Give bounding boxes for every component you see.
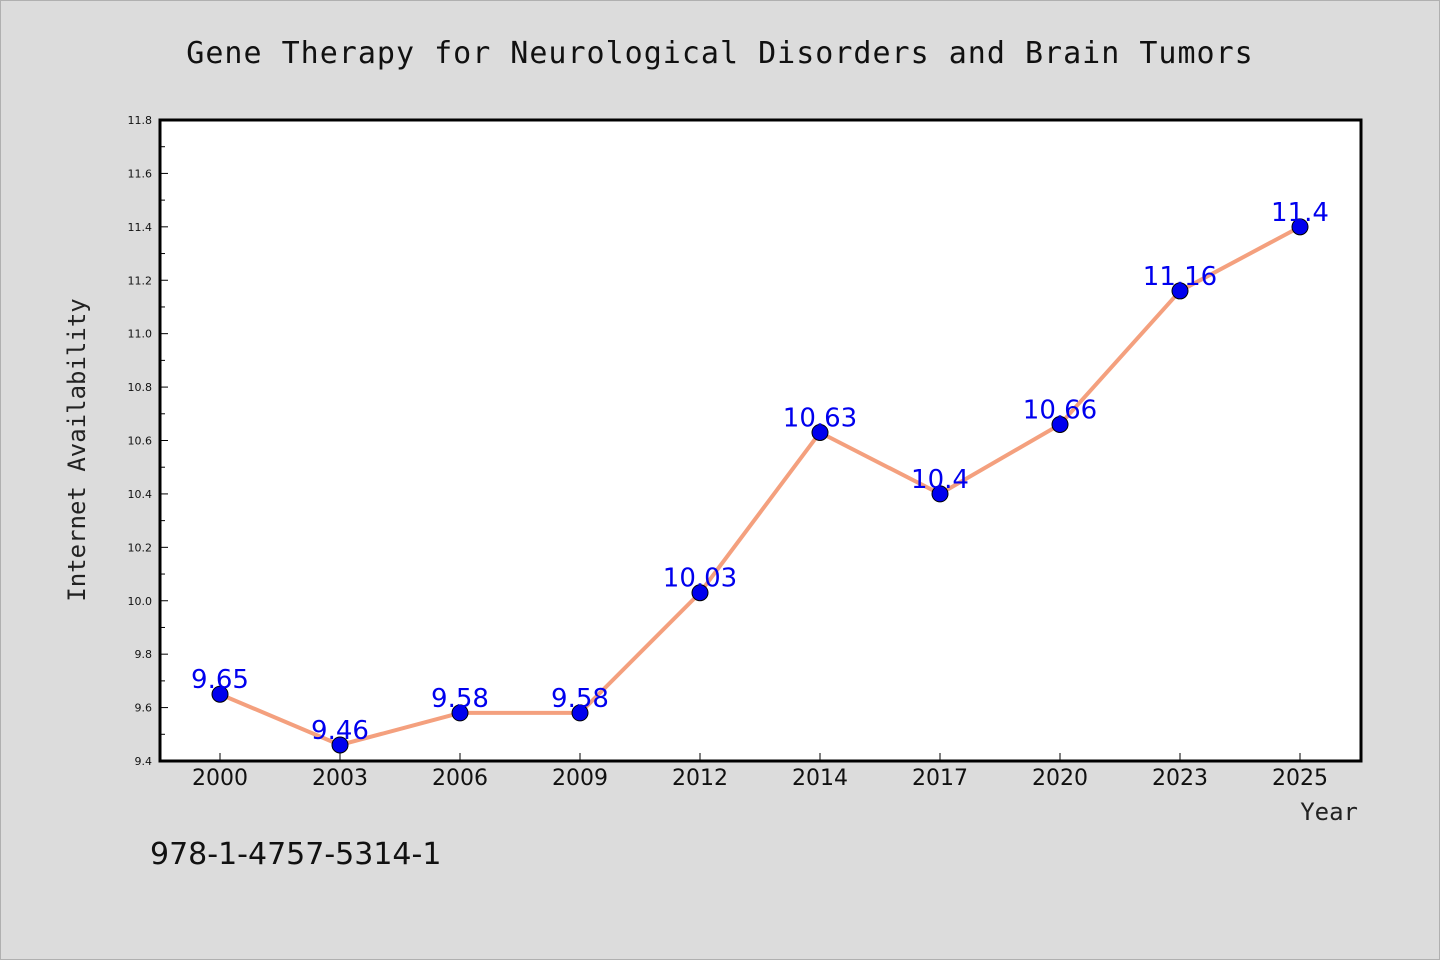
y-tick-label: 11.6: [128, 167, 153, 180]
y-tick-label: 11.2: [128, 274, 153, 287]
x-tick-label: 2014: [792, 766, 848, 791]
y-tick-label: 11.4: [128, 221, 153, 234]
y-axis: 9.4 9.6 9.8 10.0 10.2 10.4 10.6 10.8 11.0 11.2 11.…: [128, 114, 168, 768]
data-point-marker: [1291, 218, 1309, 236]
x-tick-label: 2006: [432, 766, 488, 791]
data-point-marker: [211, 685, 229, 703]
x-axis-label: Year: [1300, 798, 1358, 826]
data-label: 9.46: [311, 716, 369, 746]
data-point-marker: [1051, 415, 1069, 433]
series-line-group: 9.65 9.46 9.58 9.58 10.03 10.63 10.4 10.66 11.16…: [191, 198, 1329, 754]
x-tick-label: 2012: [672, 766, 728, 791]
data-point-marker: [691, 584, 709, 602]
x-tick-label: 2023: [1152, 766, 1208, 791]
y-tick-label: 10.6: [128, 435, 153, 448]
y-tick-label: 10.0: [128, 595, 153, 608]
y-tick-label: 9.8: [135, 648, 153, 661]
y-tick-label: 9.4: [135, 755, 153, 768]
series-line: [219, 225, 1301, 747]
data-point-marker: [331, 736, 349, 754]
data-label: 9.58: [431, 684, 489, 714]
x-tick-label: 2025: [1272, 766, 1328, 791]
chart-title: Gene Therapy for Neurological Disorders …: [186, 36, 1253, 71]
data-label: 10.4: [911, 465, 969, 495]
x-axis: 2000 2003 2006 2009 2012 2014 2017 2020 2023 2025: [192, 753, 1328, 791]
data-point-marker: [811, 423, 829, 441]
data-label: 10.63: [783, 403, 857, 433]
y-tick-label: 10.8: [128, 381, 153, 394]
data-point-marker: [571, 704, 589, 722]
y-tick-label: 10.2: [128, 541, 153, 554]
y-tick-label: 11.0: [128, 328, 153, 341]
x-tick-label: 2020: [1032, 766, 1088, 791]
data-label: 11.16: [1143, 262, 1217, 292]
x-tick-label: 2009: [552, 766, 608, 791]
data-point-marker: [931, 485, 949, 503]
y-axis-label: Internet Availability: [63, 298, 91, 601]
data-label: 9.58: [551, 684, 609, 714]
isbn-text: 978-1-4757-5314-1: [150, 837, 441, 872]
data-label: 10.66: [1023, 395, 1097, 425]
x-tick-label: 2017: [912, 766, 968, 791]
data-label: 10.03: [663, 564, 737, 594]
y-tick-label: 11.8: [128, 114, 153, 127]
data-label: 11.4: [1271, 198, 1329, 228]
y-tick-label: 9.6: [135, 702, 153, 715]
y-tick-label: 10.4: [128, 488, 153, 501]
data-label: 9.65: [191, 665, 249, 695]
plot-area: [158, 118, 1363, 763]
x-tick-label: 2003: [312, 766, 368, 791]
data-point-marker: [451, 704, 469, 722]
data-point-marker: [1171, 282, 1189, 300]
x-tick-label: 2000: [192, 766, 248, 791]
